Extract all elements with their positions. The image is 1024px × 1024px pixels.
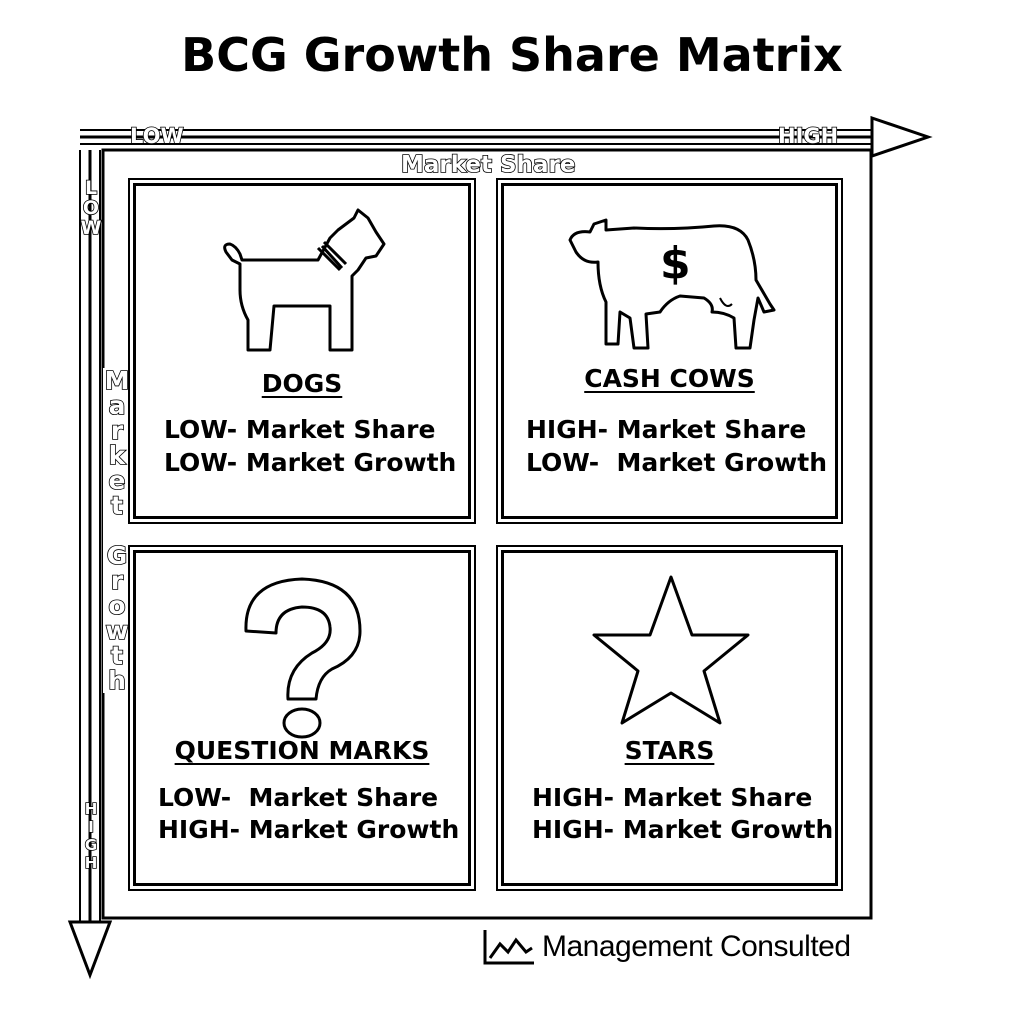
quadrant-stars-growth: HIGH- Market Growth <box>532 815 834 844</box>
quadrant-dogs-title: DOGS <box>261 369 343 398</box>
quadrant-question-marks: QUESTION MARKS LOW- Market Share HIGH- M… <box>128 545 476 891</box>
quadrant-question-marks-title: QUESTION MARKS <box>174 736 430 765</box>
quadrant-dogs: DOGS LOW- Market Share LOW- Market Growt… <box>128 178 476 524</box>
quadrant-question-marks-share: LOW- Market Share <box>158 783 439 812</box>
x-axis-high-label: HIGH <box>777 123 839 149</box>
star-icon <box>592 575 750 725</box>
quadrant-cash-cows: $ CASH COWS HIGH- Market Share LOW- Mark… <box>496 178 843 524</box>
quadrant-stars: STARS HIGH- Market Share HIGH- Market Gr… <box>496 545 843 891</box>
quadrant-cash-cows-growth: LOW- Market Growth <box>526 448 828 477</box>
page-title: BCG Growth Share Matrix <box>181 28 843 82</box>
quadrant-dogs-share: LOW- Market Share <box>164 415 436 444</box>
x-axis-arrow <box>80 115 933 159</box>
quadrant-stars-title: STARS <box>624 736 715 765</box>
footer-brand: Management Consulted <box>482 926 882 970</box>
cow-icon <box>568 218 776 350</box>
quadrant-cash-cows-share: HIGH- Market Share <box>526 415 807 444</box>
quadrant-stars-share: HIGH- Market Share <box>532 783 813 812</box>
y-axis-arrow <box>67 150 113 980</box>
x-axis-title: Market Share <box>398 151 579 179</box>
quadrant-dogs-growth: LOW- Market Growth <box>164 448 457 477</box>
quadrant-cash-cows-title: CASH COWS <box>584 364 755 393</box>
chart-logo-icon <box>483 930 534 965</box>
quadrant-question-marks-growth: HIGH- Market Growth <box>158 815 460 844</box>
question-mark-icon <box>244 577 362 739</box>
x-axis-low-label: LOW <box>129 123 184 149</box>
dog-icon <box>223 208 386 352</box>
dollar-icon: $ <box>660 238 691 289</box>
footer-brand-name: Management Consulted <box>542 930 851 963</box>
